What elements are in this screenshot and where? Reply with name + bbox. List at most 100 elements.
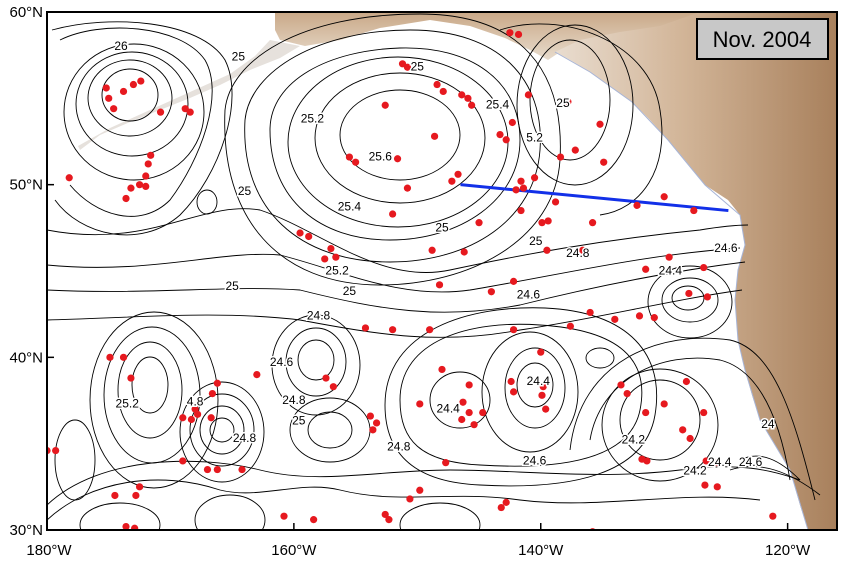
- station-marker: [351, 158, 360, 166]
- station-marker: [253, 371, 261, 379]
- station-marker: [389, 326, 397, 334]
- contour-label: 25: [225, 279, 239, 293]
- station-marker: [119, 87, 128, 96]
- contour-label: 24.2: [622, 433, 646, 447]
- station-marker: [596, 120, 604, 128]
- station-marker: [769, 512, 777, 520]
- station-marker: [102, 84, 110, 92]
- station-marker: [416, 486, 424, 494]
- station-marker: [556, 153, 565, 161]
- station-marker: [111, 491, 119, 500]
- station-marker: [650, 314, 658, 322]
- station-marker: [611, 315, 619, 323]
- longitude-label: 140°W: [518, 542, 564, 559]
- station-marker: [129, 80, 138, 89]
- section-line: [460, 183, 729, 213]
- latitude-label: 60°N: [9, 4, 43, 21]
- station-marker: [700, 408, 708, 417]
- station-marker: [381, 510, 389, 519]
- station-marker: [665, 253, 673, 261]
- station-marker: [588, 219, 597, 227]
- station-marker: [538, 219, 546, 227]
- contour-label: 25: [529, 234, 543, 248]
- station-marker: [448, 177, 456, 185]
- station-marker: [131, 524, 139, 530]
- station-marker: [468, 101, 476, 109]
- station-marker: [502, 498, 510, 506]
- longitude-axis: 180°W 160°W 140°W 120°W: [26, 523, 811, 559]
- latitude-label: 40°N: [9, 349, 43, 366]
- contour-label: 26: [114, 39, 128, 53]
- station-marker: [465, 381, 473, 389]
- contour-label: 24.8: [387, 440, 411, 454]
- contour-label: 24.4: [436, 402, 460, 416]
- station-marker: [487, 288, 495, 296]
- station-marker: [571, 146, 579, 154]
- station-marker: [524, 91, 533, 99]
- station-marker: [686, 434, 694, 443]
- station-marker: [142, 172, 150, 180]
- station-marker: [213, 465, 221, 474]
- station-marker: [203, 465, 212, 474]
- station-marker: [465, 408, 473, 417]
- station-marker: [369, 426, 377, 434]
- contour-label: 25.4: [486, 98, 510, 112]
- station-marker: [403, 184, 412, 192]
- land-coast-shadow: [554, 51, 809, 530]
- station-marker: [430, 132, 439, 140]
- station-marker: [502, 136, 510, 144]
- contour-label: 25: [556, 96, 570, 110]
- station-marker: [122, 194, 130, 203]
- station-marker: [543, 246, 551, 254]
- station-marker: [345, 153, 354, 161]
- station-marker: [110, 105, 118, 113]
- station-marker: [600, 158, 608, 166]
- land-alaska: [275, 12, 700, 60]
- station-marker: [702, 457, 710, 465]
- station-marker: [65, 174, 73, 182]
- station-marker: [458, 91, 466, 99]
- longitude-label: 160°W: [271, 542, 317, 559]
- station-marker: [496, 130, 504, 139]
- station-marker: [439, 87, 447, 96]
- contour-label: 24.8: [282, 393, 306, 407]
- station-marker: [332, 253, 340, 261]
- contour-label: 25.2: [301, 112, 325, 126]
- contour-label: 4.8: [187, 395, 204, 409]
- station-marker: [127, 184, 135, 192]
- station-marker: [475, 219, 483, 227]
- contour-label: 25.6: [369, 149, 393, 163]
- station-marker: [512, 186, 520, 194]
- station-marker: [186, 108, 194, 116]
- date-box: Nov. 2004: [696, 18, 829, 60]
- station-marker: [433, 80, 441, 89]
- contour-label: 24.6: [523, 453, 547, 467]
- station-marker: [497, 503, 505, 512]
- plot-area: 26 25 25.2 25.6 25.4 25.2 25 25.4 25 5.2 25 25 25 25 2…: [47, 12, 837, 530]
- contour-label: 24: [761, 417, 775, 431]
- station-marker: [310, 516, 318, 524]
- station-marker: [381, 101, 389, 109]
- station-marker: [105, 94, 113, 102]
- station-marker: [542, 405, 550, 413]
- station-marker: [507, 377, 515, 386]
- contour-label: 25.2: [325, 263, 349, 277]
- station-marker: [660, 400, 668, 408]
- station-marker: [539, 383, 547, 391]
- contour-labels: 26 25 25.2 25.6 25.4 25.2 25 25.4 25 5.2 25 25 25 25 2…: [113, 37, 776, 479]
- station-marker: [329, 383, 337, 391]
- station-marker: [442, 459, 450, 467]
- station-marker: [460, 248, 468, 256]
- station-marker: [135, 181, 144, 189]
- station-marker: [207, 414, 215, 422]
- station-marker: [514, 30, 523, 39]
- station-marker: [586, 308, 594, 317]
- station-marker: [508, 118, 516, 127]
- station-marker: [372, 419, 381, 427]
- latitude-label: 30°N: [9, 522, 43, 539]
- station-marker: [517, 206, 525, 215]
- station-marker: [403, 63, 412, 71]
- contour-label: 25.4: [338, 200, 362, 214]
- station-marker: [238, 465, 246, 474]
